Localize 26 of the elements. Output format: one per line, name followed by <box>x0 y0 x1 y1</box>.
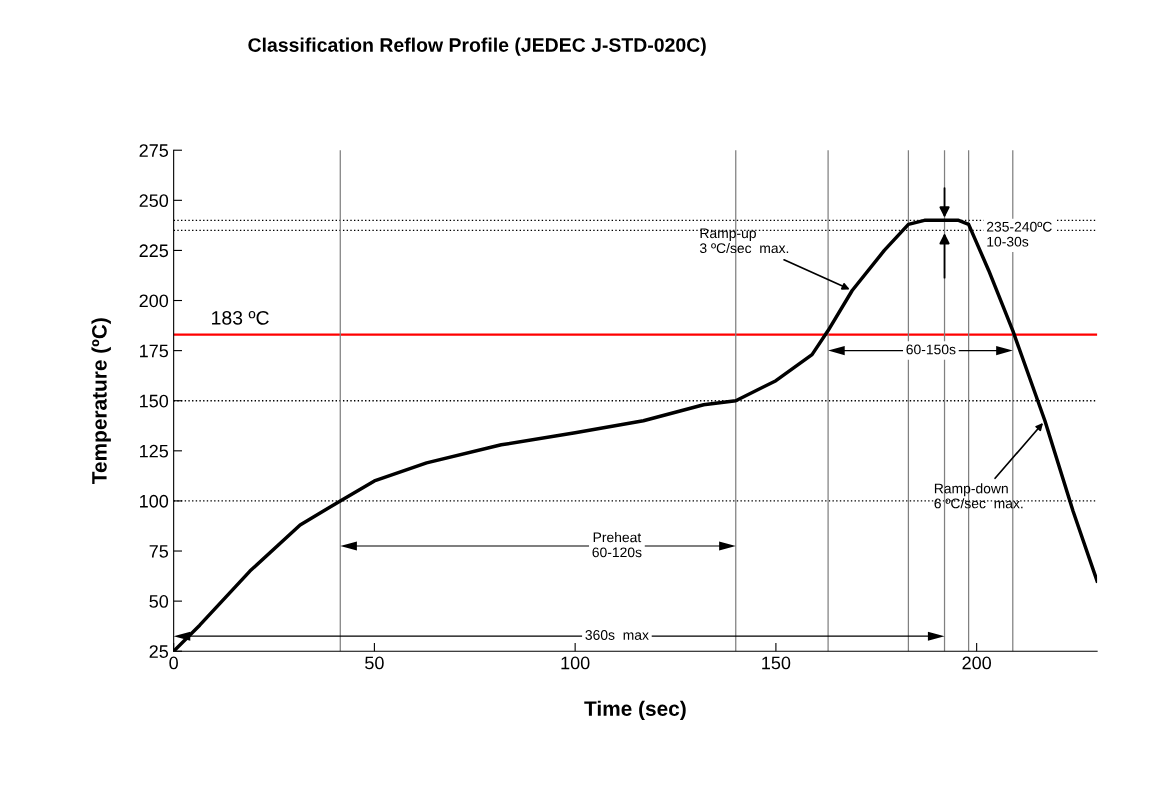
annotation: Ramp-up 3 ºC/sec max. <box>699 228 789 254</box>
x-axis-title: Time (sec) <box>584 700 686 721</box>
x-tick-label: 150 <box>762 656 791 670</box>
annotation: 360s max <box>585 630 649 640</box>
x-tick-label: 200 <box>962 656 992 670</box>
y-tick-label: 25 <box>149 645 169 658</box>
y-tick-label: 200 <box>139 294 169 308</box>
annotation: 60-150s <box>906 344 956 355</box>
chart-title: Classification Reflow Profile (JEDEC J-STD-020C) <box>248 37 706 56</box>
x-tick-label: 100 <box>561 656 590 670</box>
y-tick-label: 100 <box>140 494 169 508</box>
y-tick-label: 150 <box>140 394 169 408</box>
y-tick-label: 250 <box>139 194 169 208</box>
x-tick-label: 0 <box>169 656 178 670</box>
annotation: 235-240ºC 10-30s <box>986 221 1052 247</box>
ref-line-label: 183 ºC <box>212 310 269 325</box>
annotation: Preheat 60-120s <box>592 532 642 558</box>
y-tick-label: 125 <box>140 444 169 458</box>
y-tick-label: 225 <box>139 244 169 258</box>
y-tick-label: 275 <box>139 144 169 157</box>
annotation: Ramp-down 6 ºC/sec max. <box>934 483 1023 509</box>
y-tick-label: 175 <box>140 344 169 358</box>
y-axis-title: Temperature (ºC) <box>91 318 111 484</box>
y-tick-label: 50 <box>149 595 169 608</box>
x-tick-label: 50 <box>365 656 384 670</box>
y-tick-label: 75 <box>149 545 169 558</box>
